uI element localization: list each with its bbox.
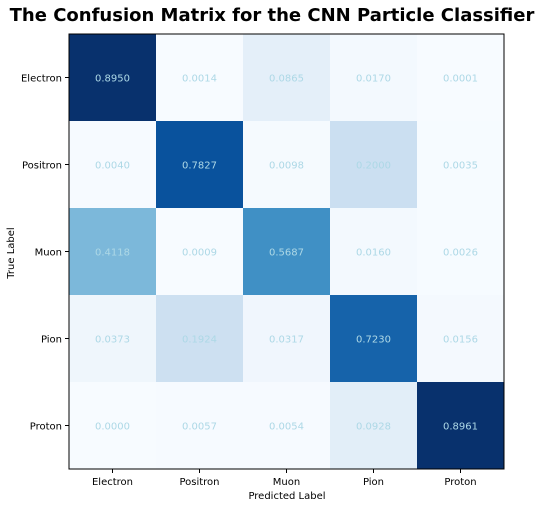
y-tick-label: Pion — [41, 335, 62, 346]
heatmap-cell — [69, 208, 157, 296]
y-tick-label: Proton — [30, 422, 62, 433]
cell-value-label: 0.0373 — [95, 335, 130, 346]
x-tick-label: Positron — [179, 477, 219, 488]
cell-value-label: 0.0001 — [443, 74, 478, 85]
x-tick-label: Muon — [273, 477, 300, 488]
heatmap-cell — [243, 121, 331, 209]
heatmap-cell — [330, 208, 418, 296]
chart-title: The Confusion Matrix for the CNN Particl… — [10, 5, 535, 26]
heatmap-cell — [69, 34, 157, 122]
heatmap-cell — [330, 295, 418, 383]
cell-value-label: 0.0000 — [95, 422, 130, 433]
heatmap-cells — [69, 34, 505, 470]
heatmap-cell — [156, 121, 244, 209]
cell-value-label: 0.7827 — [182, 161, 217, 172]
y-tick-label: Electron — [21, 74, 62, 85]
cell-value-label: 0.2000 — [356, 161, 391, 172]
cell-value-label: 0.5687 — [269, 248, 304, 259]
cell-value-label: 0.7230 — [356, 335, 391, 346]
cell-value-label: 0.0014 — [182, 74, 217, 85]
heatmap-cell — [69, 382, 157, 470]
x-tick-label: Proton — [444, 477, 476, 488]
heatmap-cell — [330, 121, 418, 209]
heatmap-cell — [69, 295, 157, 383]
cell-value-label: 0.8950 — [95, 74, 130, 85]
cell-value-label: 0.0098 — [269, 161, 304, 172]
cell-value-label: 0.4118 — [95, 248, 130, 259]
cell-value-label: 0.0026 — [443, 248, 478, 259]
heatmap-cell — [243, 208, 331, 296]
x-axis-label: Predicted Label — [248, 491, 325, 502]
cell-value-label: 0.0170 — [356, 74, 391, 85]
heatmap-cell — [417, 121, 505, 209]
y-tick-label: Muon — [35, 248, 62, 259]
y-axis-ticks: Electron Positron Muon Pion Proton — [21, 74, 69, 433]
heatmap-cell — [417, 295, 505, 383]
cell-value-label: 0.0040 — [95, 161, 130, 172]
heatmap-cell — [330, 34, 418, 122]
y-tick-label: Positron — [22, 161, 62, 172]
cell-value-label: 0.8961 — [443, 422, 478, 433]
heatmap-cell — [69, 121, 157, 209]
heatmap-cell — [330, 382, 418, 470]
cell-value-label: 0.0865 — [269, 74, 304, 85]
heatmap-cell — [156, 382, 244, 470]
x-tick-label: Pion — [363, 477, 384, 488]
cell-value-label: 0.0156 — [443, 335, 478, 346]
cell-value-label: 0.0035 — [443, 161, 478, 172]
x-tick-label: Electron — [92, 477, 133, 488]
cell-value-label: 0.1924 — [182, 335, 217, 346]
heatmap-cell — [417, 208, 505, 296]
cell-value-label: 0.0009 — [182, 248, 217, 259]
cell-value-label: 0.0317 — [269, 335, 304, 346]
cell-value-label: 0.0054 — [269, 422, 304, 433]
heatmap-cell — [243, 295, 331, 383]
heatmap-cell-labels: 0.8950 0.0014 0.0865 0.0170 0.0001 0.0040 0.78… — [95, 74, 478, 433]
y-axis-label: True Label — [6, 227, 17, 279]
heatmap-cell — [417, 34, 505, 122]
heatmap-cell — [156, 34, 244, 122]
cell-value-label: 0.0160 — [356, 248, 391, 259]
heatmap-cell — [243, 382, 331, 470]
heatmap-cell — [417, 382, 505, 470]
heatmap-cell — [156, 295, 244, 383]
heatmap-cell — [243, 34, 331, 122]
cell-value-label: 0.0057 — [182, 422, 217, 433]
x-axis-ticks: Electron Positron Muon Pion Proton — [92, 469, 477, 488]
cell-value-label: 0.0928 — [356, 422, 391, 433]
heatmap-cell — [156, 208, 244, 296]
